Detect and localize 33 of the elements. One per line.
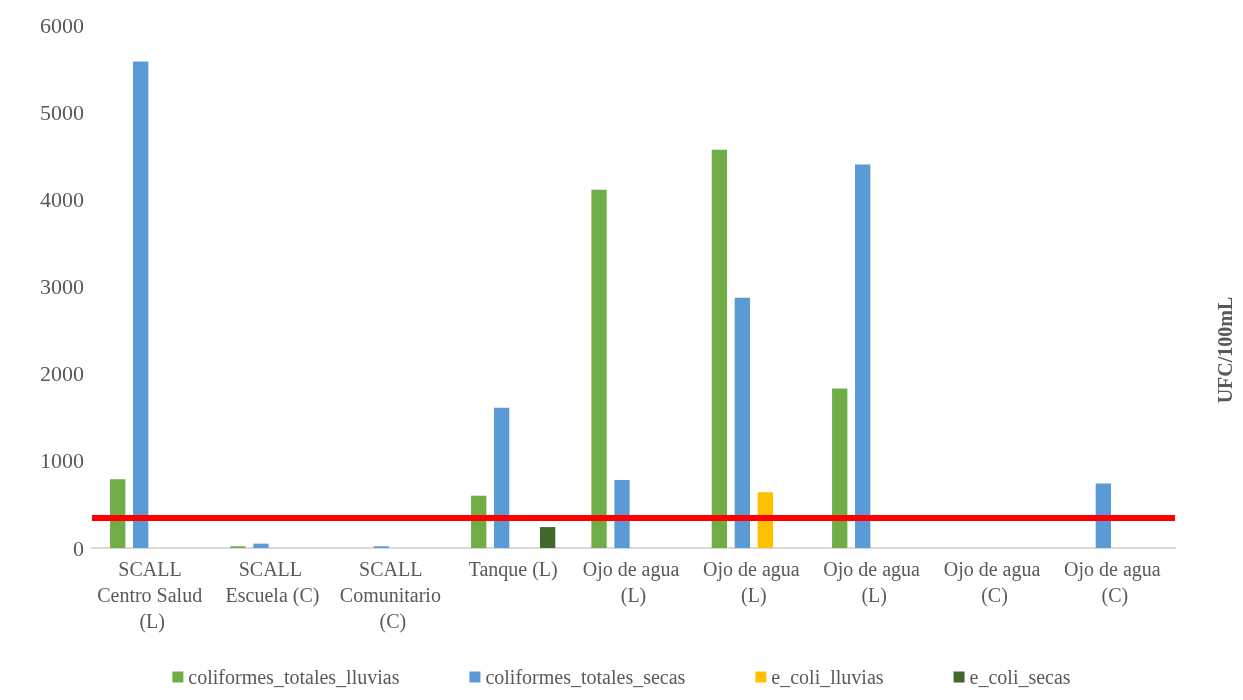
- y-axis-title: UFC/100mL: [1214, 296, 1236, 404]
- y-tick-label: 3000: [40, 274, 84, 299]
- y-tick-label: 5000: [40, 99, 84, 125]
- bar: [110, 479, 126, 548]
- y-tick-label: 6000: [40, 12, 84, 38]
- legend-label: e_coli_lluvias: [771, 666, 884, 688]
- legend-label: e_coli_secas: [969, 666, 1071, 688]
- y-tick-label: 4000: [40, 186, 84, 212]
- legend-label: coliformes_totales_secas: [485, 666, 686, 688]
- bar: [711, 149, 728, 548]
- x-tick-label: SCALL Centro Salud (L): [97, 558, 208, 633]
- legend-label: coliformes_totales_lluvias: [188, 666, 400, 688]
- bar: [734, 297, 750, 548]
- bar: [855, 164, 871, 548]
- x-tick-label: SCALL Comunitario (C): [339, 558, 446, 633]
- x-tick-label: Ojo de agua (L): [582, 558, 685, 607]
- bar: [494, 407, 510, 548]
- bar: [1095, 483, 1111, 548]
- bar: [832, 388, 848, 548]
- bar: [539, 527, 556, 548]
- bar: [133, 61, 149, 548]
- bar: [253, 543, 269, 548]
- y-tick-label: 2000: [40, 361, 84, 387]
- x-tick-label: SCALL Escuela (C): [225, 558, 320, 607]
- x-tick-label: Ojo de agua (L): [823, 558, 925, 607]
- y-tick-label: 1000: [40, 448, 84, 474]
- x-tick-label: Ojo de agua (C): [1064, 558, 1166, 607]
- y-tick-label: 0: [73, 535, 84, 561]
- x-tick-label: Tanque (L): [468, 558, 558, 581]
- x-tick-label: Ojo de agua (C): [943, 558, 1046, 607]
- bar: [614, 480, 630, 548]
- x-tick-label: Ojo de agua (L): [703, 558, 805, 607]
- bar: [591, 189, 607, 548]
